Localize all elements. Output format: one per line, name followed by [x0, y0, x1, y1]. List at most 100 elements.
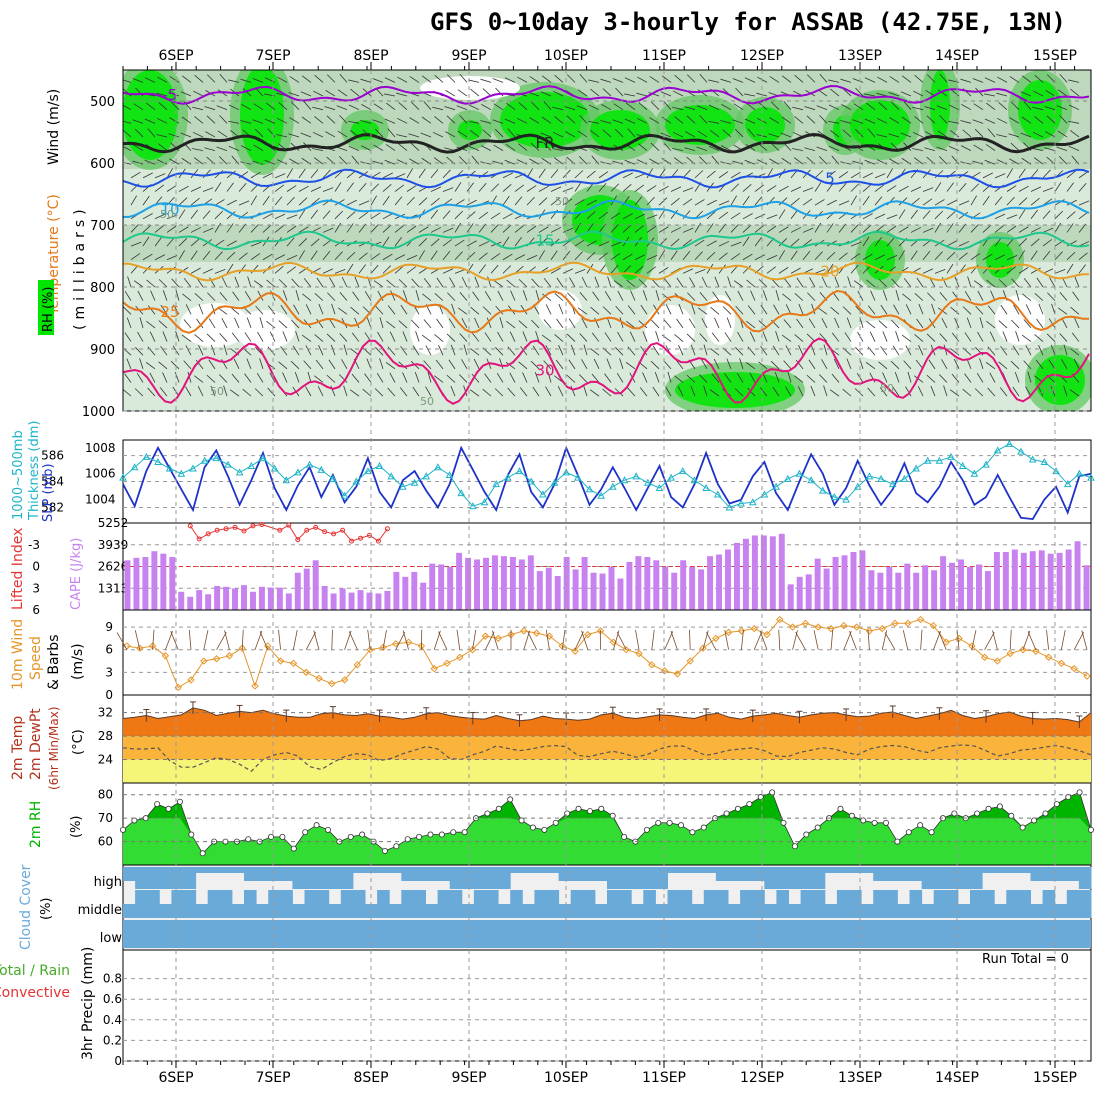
- wind-barb: [931, 303, 936, 315]
- cloud-middle-cell: [316, 890, 330, 918]
- wind-barb: [1045, 131, 1056, 138]
- wind-barb: [1036, 318, 1044, 329]
- wind-barb: [658, 185, 669, 192]
- wind-barb: [196, 318, 204, 329]
- wind-barb: [442, 250, 451, 260]
- wind-barb: [259, 317, 264, 329]
- wind-barb: [653, 304, 660, 315]
- rh-blob-core: [675, 372, 795, 408]
- wind-barb: [967, 276, 972, 288]
- wind-barb: [720, 78, 732, 83]
- wind-barb: [418, 226, 429, 233]
- wind-barb: [735, 347, 744, 356]
- wind-barb: [1038, 344, 1044, 356]
- wind-barb: [802, 187, 814, 192]
- wind-barb: [506, 279, 516, 288]
- rh2m-point: [529, 824, 536, 831]
- wind-barb: [562, 169, 571, 179]
- wind-barb: [337, 307, 348, 315]
- wind-barb: [698, 156, 708, 165]
- wind-barb: [854, 128, 864, 138]
- wind-barb: [994, 173, 1006, 179]
- wind-barb-10m: [724, 630, 729, 650]
- wind-barb: [950, 306, 960, 315]
- wind-barb-10m: [134, 630, 141, 650]
- wind-barb: [514, 184, 525, 192]
- wind-barb: [994, 213, 1006, 220]
- wind-barb: [366, 317, 372, 329]
- wind-barb: [241, 103, 252, 111]
- wind-barb: [430, 169, 439, 179]
- wind-barb: [732, 78, 744, 83]
- wind-barb: [529, 76, 540, 83]
- wind-barb: [352, 291, 360, 301]
- cape-bar: [474, 559, 481, 610]
- wind-barb: [471, 332, 480, 342]
- wind-barb: [838, 252, 848, 261]
- wind-barb: [469, 389, 480, 397]
- wind-barb: [313, 90, 324, 97]
- cloud-middle-cell: [256, 904, 269, 918]
- wind-barb: [282, 290, 288, 301]
- wind-barb-10m: [456, 629, 461, 650]
- wind-barb: [579, 291, 588, 301]
- cape-bar: [796, 576, 803, 610]
- wind-barb: [828, 104, 840, 111]
- wind-barb: [541, 75, 552, 83]
- wind-barb: [994, 254, 1005, 261]
- rh2m-point: [1042, 810, 1049, 817]
- wind-barb: [882, 290, 888, 301]
- wind-barb: [493, 144, 504, 151]
- wind-barb: [348, 145, 360, 151]
- cloud-high-cell: [582, 867, 596, 881]
- wind-barb: [206, 115, 216, 124]
- wind-barb: [646, 225, 657, 233]
- wind-barb: [532, 386, 540, 397]
- wind-barb: [449, 277, 456, 288]
- cloud-middle-cell: [473, 890, 487, 918]
- wind-barb: [889, 76, 900, 83]
- wind-barb: [190, 267, 201, 274]
- wind-barb: [946, 263, 954, 274]
- wind-barb: [617, 331, 624, 342]
- wind-speed-point: [993, 657, 1002, 665]
- wind-barb: [160, 346, 168, 356]
- cape-bar: [124, 560, 131, 610]
- wind-barb: [160, 304, 168, 315]
- wind-barb: [996, 134, 1008, 138]
- wind-barb: [600, 120, 612, 124]
- wind-barb: [448, 359, 456, 370]
- wind-barb: [829, 130, 840, 138]
- wind-barb: [159, 387, 168, 397]
- wind-barb: [893, 304, 900, 315]
- cape-bar: [787, 584, 794, 610]
- cloud-middle-cell: [1054, 904, 1068, 918]
- wind-barb: [706, 251, 716, 261]
- precip-tick: 0: [114, 1054, 122, 1068]
- wind-barb: [310, 186, 322, 192]
- wind-barb: [370, 224, 379, 233]
- wind-barb: [958, 211, 969, 220]
- wind-barb: [937, 130, 948, 138]
- wind-barb: [277, 117, 288, 124]
- cape-label-group: Lifted Index: [10, 528, 26, 610]
- cape-bar: [922, 565, 929, 610]
- rh2m-point: [518, 817, 525, 824]
- wind-barb: [627, 305, 636, 315]
- wind-barb: [415, 289, 420, 301]
- thickness-tick: 586: [41, 449, 64, 463]
- cape-bar: [303, 568, 310, 610]
- rh2m-point: [837, 805, 844, 812]
- wind-barb: [202, 227, 214, 233]
- wind-barb: [233, 358, 240, 370]
- wind-barb: [1018, 226, 1029, 233]
- wind-barb: [730, 171, 741, 179]
- cloud-middle-cell: [691, 904, 705, 918]
- wind-barb: [907, 371, 912, 383]
- wind-barb: [866, 320, 876, 329]
- rh2m-point: [120, 826, 127, 833]
- wind-barb: [682, 210, 691, 220]
- wind-barb: [878, 279, 888, 288]
- cape-bar: [142, 556, 149, 610]
- wind-barb: [468, 145, 480, 151]
